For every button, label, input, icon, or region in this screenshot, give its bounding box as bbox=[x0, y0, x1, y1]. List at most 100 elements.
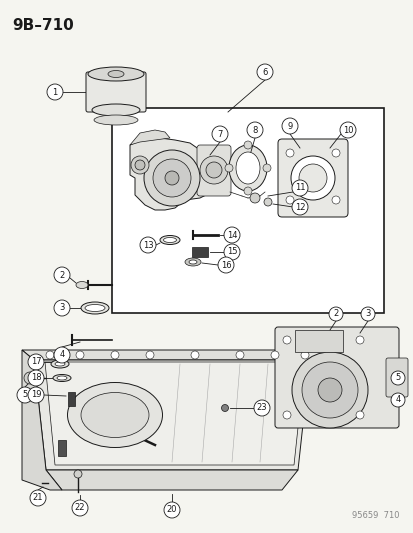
Circle shape bbox=[47, 84, 63, 100]
Circle shape bbox=[140, 237, 156, 253]
Ellipse shape bbox=[53, 375, 71, 382]
Circle shape bbox=[224, 164, 233, 172]
Text: 12: 12 bbox=[294, 203, 304, 212]
Bar bbox=[294, 330, 342, 352]
Ellipse shape bbox=[108, 70, 124, 77]
Text: 21: 21 bbox=[33, 494, 43, 503]
Circle shape bbox=[355, 336, 363, 344]
Circle shape bbox=[285, 149, 293, 157]
Text: 7: 7 bbox=[217, 130, 222, 139]
Ellipse shape bbox=[189, 260, 197, 264]
Ellipse shape bbox=[55, 362, 65, 366]
FancyBboxPatch shape bbox=[274, 327, 398, 428]
Circle shape bbox=[235, 351, 243, 359]
Circle shape bbox=[218, 257, 233, 273]
Text: 9: 9 bbox=[287, 122, 292, 131]
Circle shape bbox=[223, 227, 240, 243]
Ellipse shape bbox=[51, 360, 69, 368]
Circle shape bbox=[111, 351, 119, 359]
Circle shape bbox=[282, 411, 290, 419]
Circle shape bbox=[390, 393, 404, 407]
Circle shape bbox=[206, 162, 221, 178]
Polygon shape bbox=[45, 362, 304, 465]
Text: 8: 8 bbox=[252, 125, 257, 134]
Circle shape bbox=[247, 122, 262, 138]
Text: 9B–710: 9B–710 bbox=[12, 18, 74, 33]
Ellipse shape bbox=[92, 104, 140, 116]
Ellipse shape bbox=[81, 392, 149, 438]
Circle shape bbox=[17, 387, 33, 403]
Circle shape bbox=[256, 64, 272, 80]
Circle shape bbox=[30, 490, 46, 506]
Text: 95659  710: 95659 710 bbox=[351, 511, 399, 520]
Circle shape bbox=[199, 156, 228, 184]
Circle shape bbox=[291, 199, 307, 215]
Ellipse shape bbox=[76, 281, 88, 288]
Ellipse shape bbox=[235, 152, 259, 184]
Circle shape bbox=[190, 351, 199, 359]
FancyBboxPatch shape bbox=[86, 72, 146, 112]
Ellipse shape bbox=[159, 236, 180, 245]
Ellipse shape bbox=[85, 304, 105, 311]
Circle shape bbox=[263, 198, 271, 206]
Circle shape bbox=[76, 351, 84, 359]
Ellipse shape bbox=[228, 145, 266, 191]
Circle shape bbox=[165, 171, 178, 185]
Text: 1: 1 bbox=[52, 87, 57, 96]
Circle shape bbox=[243, 187, 252, 195]
Text: 2: 2 bbox=[332, 310, 338, 319]
Ellipse shape bbox=[163, 238, 176, 243]
Circle shape bbox=[285, 196, 293, 204]
Polygon shape bbox=[130, 130, 170, 145]
Circle shape bbox=[243, 141, 252, 149]
Text: 18: 18 bbox=[31, 374, 41, 383]
Circle shape bbox=[211, 126, 228, 142]
Text: 16: 16 bbox=[220, 261, 231, 270]
Circle shape bbox=[390, 371, 404, 385]
FancyBboxPatch shape bbox=[277, 139, 347, 217]
FancyBboxPatch shape bbox=[385, 358, 407, 397]
Ellipse shape bbox=[185, 258, 201, 266]
Text: 5: 5 bbox=[22, 391, 28, 400]
Text: 2: 2 bbox=[59, 271, 64, 279]
Circle shape bbox=[54, 300, 70, 316]
Circle shape bbox=[28, 387, 44, 403]
Circle shape bbox=[290, 156, 334, 200]
Circle shape bbox=[135, 160, 145, 170]
Circle shape bbox=[223, 244, 240, 260]
Text: 23: 23 bbox=[256, 403, 267, 413]
Circle shape bbox=[298, 164, 326, 192]
Polygon shape bbox=[46, 470, 297, 490]
Circle shape bbox=[291, 352, 367, 428]
Circle shape bbox=[300, 351, 308, 359]
Text: 13: 13 bbox=[142, 240, 153, 249]
Circle shape bbox=[254, 400, 269, 416]
Bar bbox=[68, 392, 75, 406]
Ellipse shape bbox=[88, 67, 144, 81]
Text: 10: 10 bbox=[342, 125, 352, 134]
Circle shape bbox=[153, 159, 190, 197]
Text: 22: 22 bbox=[75, 504, 85, 513]
Circle shape bbox=[164, 502, 180, 518]
Circle shape bbox=[221, 405, 228, 411]
Polygon shape bbox=[22, 350, 62, 490]
Circle shape bbox=[317, 378, 341, 402]
Circle shape bbox=[355, 411, 363, 419]
Polygon shape bbox=[22, 350, 321, 360]
Circle shape bbox=[331, 196, 339, 204]
Bar bbox=[58, 440, 66, 456]
Text: 3: 3 bbox=[364, 310, 370, 319]
Ellipse shape bbox=[94, 115, 138, 125]
Circle shape bbox=[328, 307, 342, 321]
Ellipse shape bbox=[57, 376, 67, 380]
Ellipse shape bbox=[81, 302, 109, 314]
Circle shape bbox=[249, 193, 259, 203]
Text: 4: 4 bbox=[59, 351, 64, 359]
Circle shape bbox=[360, 307, 374, 321]
Circle shape bbox=[28, 354, 44, 370]
Text: 6: 6 bbox=[262, 68, 267, 77]
Circle shape bbox=[74, 470, 82, 478]
Text: 3: 3 bbox=[59, 303, 64, 312]
Circle shape bbox=[72, 500, 88, 516]
Circle shape bbox=[301, 362, 357, 418]
